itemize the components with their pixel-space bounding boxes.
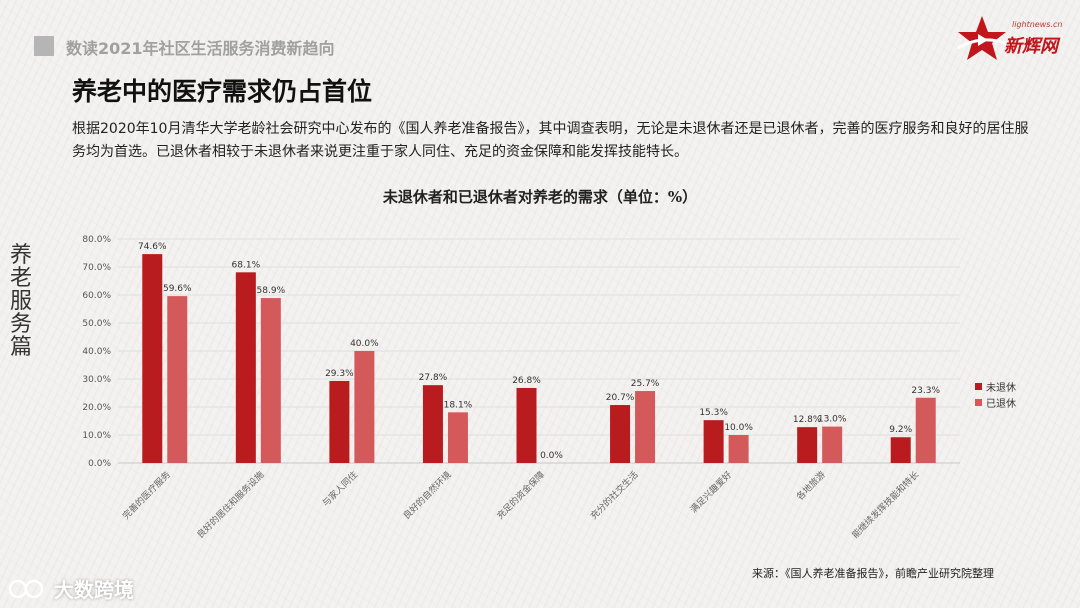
x-tick-label: 充足的资金保障 [494, 469, 547, 522]
legend-swatch-retired [975, 398, 982, 406]
bar-retired [447, 412, 468, 463]
bar-not-retired [890, 437, 911, 463]
bar-retired [260, 298, 281, 463]
bar-retired [915, 397, 936, 463]
x-tick-label: 与家人同住 [320, 469, 360, 509]
bar-not-retired [610, 405, 631, 463]
bar-retired [822, 426, 843, 463]
page-title: 养老中的医疗需求仍占首位 [72, 77, 373, 106]
y-tick-label: 40.0% [82, 347, 111, 357]
data-label: 9.2% [889, 425, 912, 435]
bar-not-retired [235, 272, 256, 463]
y-tick-label: 20.0% [82, 403, 111, 413]
bar-not-retired [797, 427, 818, 463]
data-label: 23.3% [911, 386, 940, 396]
y-tick-label: 50.0% [82, 319, 111, 329]
x-tick-label: 能继续发挥技能和特长 [849, 469, 921, 541]
legend-swatch-not-retired [975, 382, 982, 390]
brand-url: lightnews.cn [1012, 20, 1063, 29]
side-label-char: 服 [9, 289, 32, 314]
x-tick-label: 良好的居住和服务设施 [194, 469, 266, 541]
data-label: 13.0% [818, 415, 847, 425]
y-tick-label: 70.0% [82, 263, 111, 273]
bar-retired [354, 351, 375, 463]
data-label: 26.8% [512, 376, 541, 386]
data-label: 25.7% [631, 379, 660, 389]
data-label: 27.8% [419, 373, 448, 383]
bar-not-retired [422, 385, 443, 463]
brand-logo[interactable]: lightnews.cn 新辉网 [954, 14, 1074, 68]
legend-item-retired: 已退休 [975, 394, 1016, 410]
data-label: 20.7% [606, 393, 635, 403]
bar-retired [728, 435, 749, 463]
data-label: 68.1% [232, 260, 261, 270]
watermark: 大数跨境 [8, 574, 134, 603]
intro-text: 根据2020年10月清华大学老龄社会研究中心发布的《国人养老准备报告》，其中调查… [72, 121, 1029, 160]
data-label: 15.3% [699, 408, 728, 418]
y-tick-label: 80.0% [82, 235, 111, 245]
y-tick-label: 0.0% [88, 459, 111, 469]
legend-label-not-retired: 未退休 [986, 382, 1016, 394]
data-label: 18.1% [444, 400, 473, 410]
bar-not-retired [703, 420, 724, 463]
legend-label-retired: 已退休 [986, 398, 1016, 410]
data-label: 29.3% [325, 369, 354, 379]
watermark-text: 大数跨境 [54, 578, 134, 602]
x-tick-label: 满足兴趣爱好 [688, 469, 735, 516]
data-label: 40.0% [350, 339, 379, 349]
star-icon [957, 16, 1009, 60]
data-label: 0.0% [540, 451, 563, 461]
data-label: 59.6% [163, 284, 192, 294]
brand-name: 新辉网 [1004, 36, 1058, 57]
series-marker [34, 36, 54, 56]
bar-not-retired [329, 380, 350, 463]
bar-retired [635, 391, 656, 463]
bar-not-retired [142, 254, 163, 463]
legend-item-not-retired: 未退休 [975, 378, 1016, 394]
chart-title: 未退休者和已退休者对养老的需求（单位：%） [382, 188, 698, 206]
x-tick-label: 充分的社交生活 [588, 469, 641, 522]
series-title: 数读2021年社区生活服务消费新趋向 [66, 39, 335, 58]
side-label-char: 篇 [9, 335, 32, 360]
source-note: 来源：《国人养老准备报告》，前瞻产业研究院整理 [752, 567, 994, 580]
data-label: 74.6% [138, 242, 167, 252]
data-label: 12.8% [793, 415, 822, 425]
bar-retired [167, 296, 188, 463]
y-tick-label: 30.0% [82, 375, 111, 385]
x-tick-label: 完善的医疗服务 [120, 469, 173, 522]
side-label-char: 老 [9, 266, 32, 291]
y-tick-label: 10.0% [82, 431, 111, 441]
side-label: 养 老 服 务 篇 [8, 244, 34, 359]
x-tick-label: 良好的自然环境 [401, 469, 454, 522]
side-label-char: 务 [9, 312, 32, 337]
watermark-logo-icon [8, 579, 44, 598]
x-tick-label: 各地旅游 [794, 469, 828, 503]
data-label: 58.9% [257, 286, 286, 296]
legend: 未退休 已退休 [975, 378, 1016, 410]
bar-not-retired [516, 387, 537, 463]
y-tick-label: 60.0% [82, 291, 111, 301]
side-label-char: 养 [9, 243, 32, 268]
data-label: 10.0% [724, 423, 753, 433]
